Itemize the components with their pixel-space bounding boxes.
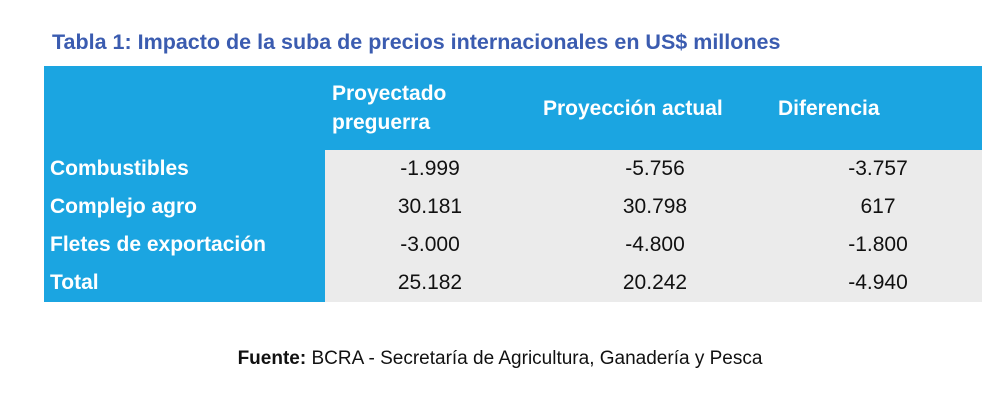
cell: 30.181 <box>397 195 463 218</box>
cell: -5.756 <box>625 157 685 180</box>
row-background <box>325 150 982 188</box>
row-background <box>325 188 982 226</box>
cell: -1.999 <box>400 157 460 180</box>
row-background <box>325 226 982 264</box>
cell: -3.000 <box>400 233 460 256</box>
source-label: Fuente: <box>237 348 307 369</box>
column-header: Proyección actual <box>543 96 723 120</box>
cell: -4.800 <box>625 233 685 256</box>
column-header: Proyectado preguerra <box>332 82 447 134</box>
row-label: Total <box>44 264 325 302</box>
cell: 617 <box>860 195 896 218</box>
row-label: Complejo agro <box>44 188 325 226</box>
cell: -4.940 <box>848 271 908 294</box>
row-label: Combustibles <box>44 150 325 188</box>
source-text: BCRA - Secretaría de Agricultura, Ganade… <box>311 348 763 369</box>
cell: 30.798 <box>622 195 688 218</box>
row-background <box>325 264 982 302</box>
cell: -1.800 <box>848 233 908 256</box>
table-title: Tabla 1: Impacto de la suba de precios i… <box>52 30 781 54</box>
cell: 20.242 <box>622 271 688 294</box>
cell: 25.182 <box>397 271 463 294</box>
source-note: Fuente: BCRA - Secretaría de Agricultura… <box>0 348 1000 370</box>
header-background <box>44 66 982 150</box>
cell: -3.757 <box>848 157 908 180</box>
column-header: Diferencia <box>778 96 880 120</box>
row-label: Fletes de exportación <box>44 226 325 264</box>
